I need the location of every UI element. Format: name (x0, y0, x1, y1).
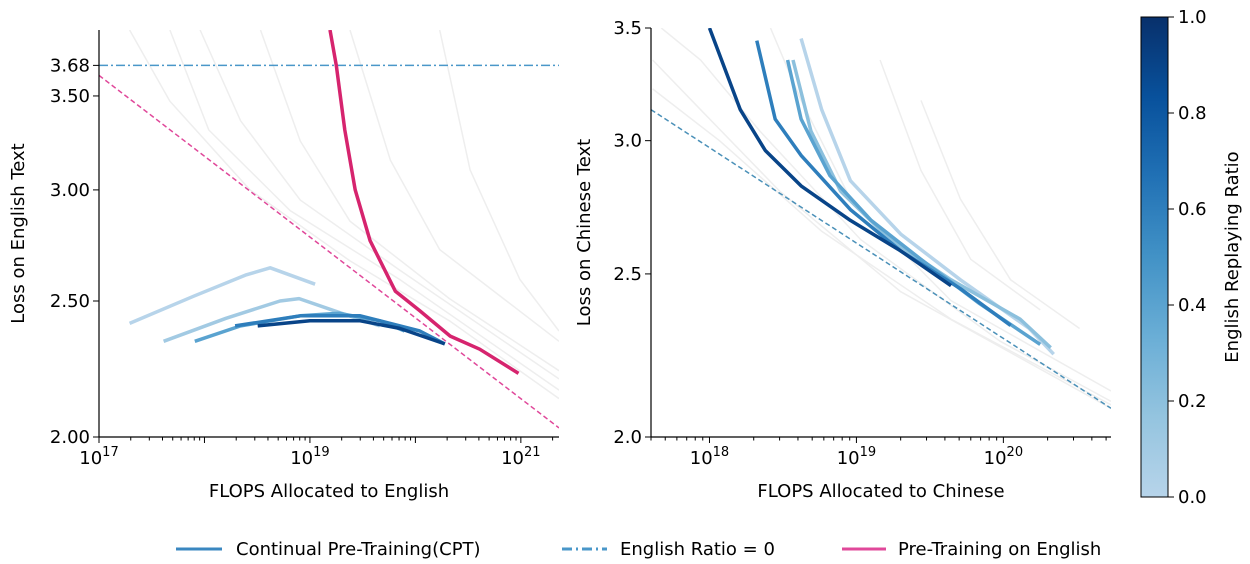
legend-label-english-ratio-0: English Ratio = 0 (620, 539, 775, 560)
background-curve (349, 30, 559, 342)
background-curve (652, 59, 1111, 409)
x-tick-label: 1017 (79, 445, 118, 469)
colorbar-tick-label: 0.6 (1178, 199, 1207, 220)
x-axis-label: FLOPS Allocated to Chinese (757, 481, 1004, 502)
pretraining-series-line (328, 30, 520, 375)
right-chart: 1018 1019 1020 2.0 2.5 3.0 3.5 FLOPS Allocated … (574, 18, 1111, 502)
cpt-series-line (791, 59, 1052, 349)
cpt-series-line (128, 266, 316, 326)
legend-label-cpt: Continual Pre-Training(CPT) (236, 539, 481, 560)
y-axis-label: Loss on English Text (8, 143, 29, 323)
background-curve (169, 30, 559, 391)
background-curve (660, 28, 1111, 402)
y-tick-label: 3.68 (50, 55, 90, 76)
colorbar-gradient (1140, 16, 1169, 498)
y-tick-label: 3.00 (50, 180, 90, 201)
colorbar: English Replaying Ratio 0.0 0.2 0.4 0.6 0.8 1… (1140, 7, 1243, 508)
background-curve (438, 30, 559, 332)
left-chart: 1017 1019 1021 2.00 2.50 3.00 3.50 3.68 FLOPS Al… (8, 30, 559, 502)
colorbar-tick-label: 0.2 (1178, 391, 1207, 412)
x-tick-label: 1021 (501, 445, 540, 469)
plot-area (99, 30, 559, 429)
colorbar-tick-label: 0.8 (1178, 103, 1207, 124)
x-tick-label: 1019 (290, 445, 329, 469)
y-tick-label: 3.0 (613, 131, 642, 152)
y-axis-label: Loss on Chinese Text (574, 139, 595, 326)
cpt-series-line (234, 314, 446, 346)
legend-label-pretraining: Pre-Training on English (898, 539, 1101, 560)
x-tick-label: 1019 (837, 445, 876, 469)
background-curve (652, 88, 1111, 406)
plot-area (651, 28, 1111, 409)
x-tick-label: 1018 (690, 445, 729, 469)
y-tick-label: 2.00 (50, 427, 90, 448)
cpt-series-line (755, 40, 1012, 327)
y-tick-label: 2.0 (613, 427, 642, 448)
background-curve (769, 28, 1111, 392)
fit-line (651, 109, 1111, 409)
colorbar-tick-label: 0.4 (1178, 295, 1207, 316)
y-tick-label: 2.50 (50, 291, 90, 312)
background-curve (128, 30, 559, 400)
colorbar-label: English Replaying Ratio (1222, 151, 1243, 362)
legend: Continual Pre-Training(CPT) English Rati… (176, 539, 1101, 560)
background-curve (920, 100, 1081, 330)
x-tick-label: 1020 (984, 445, 1023, 469)
y-tick-label: 3.5 (613, 18, 642, 39)
cpt-series-line (707, 28, 952, 288)
fit-line (99, 74, 559, 429)
background-curve (199, 30, 559, 380)
colorbar-tick-label: 0.0 (1178, 487, 1207, 508)
background-curve (259, 30, 559, 372)
x-axis-label: FLOPS Allocated to English (209, 481, 449, 502)
colorbar-tick-label: 1.0 (1178, 7, 1207, 28)
y-tick-label: 3.50 (50, 86, 90, 107)
y-tick-label: 2.5 (613, 264, 642, 285)
cpt-series-line (257, 319, 446, 346)
background-curve (879, 59, 1041, 311)
